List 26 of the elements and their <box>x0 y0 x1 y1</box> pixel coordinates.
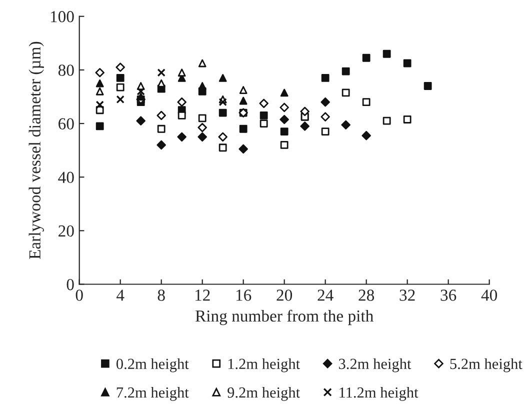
legend-label: 9.2m height <box>228 386 300 401</box>
x-axis-title: Ring number from the pith <box>195 310 374 326</box>
legend-label: 5.2m height <box>450 358 522 372</box>
y-tick-label: 60 <box>58 118 74 130</box>
y-axis-title: Earlywood vessel diameter (µm) <box>28 42 44 259</box>
legend-label: 1.2m height <box>228 358 300 372</box>
x-tick-label: 36 <box>440 290 456 301</box>
x-tick-label: 40 <box>481 290 498 301</box>
x-tick-label: 20 <box>276 290 292 301</box>
x-tick-label: 16 <box>236 290 252 301</box>
x-tick-label: 12 <box>195 290 210 301</box>
x-tick-label: 28 <box>358 290 374 301</box>
y-tick-label: 40 <box>58 172 74 184</box>
y-tick-label: 0 <box>66 278 74 290</box>
legend-label: 0.2m height <box>116 358 189 372</box>
legend-label: 11.2m height <box>340 386 418 401</box>
x-tick-label: 32 <box>400 290 415 301</box>
legend-label: 3.2m height <box>338 358 412 372</box>
y-tick-label: 100 <box>50 11 74 22</box>
x-tick-label: 0 <box>76 290 83 301</box>
y-tick-label: 80 <box>58 64 74 76</box>
x-tick-label: 4 <box>116 290 124 301</box>
x-tick-label: 8 <box>158 290 165 301</box>
y-tick-label: 20 <box>58 225 74 237</box>
x-tick-label: 24 <box>318 290 334 301</box>
legend-label: 7.2m height <box>116 386 189 401</box>
